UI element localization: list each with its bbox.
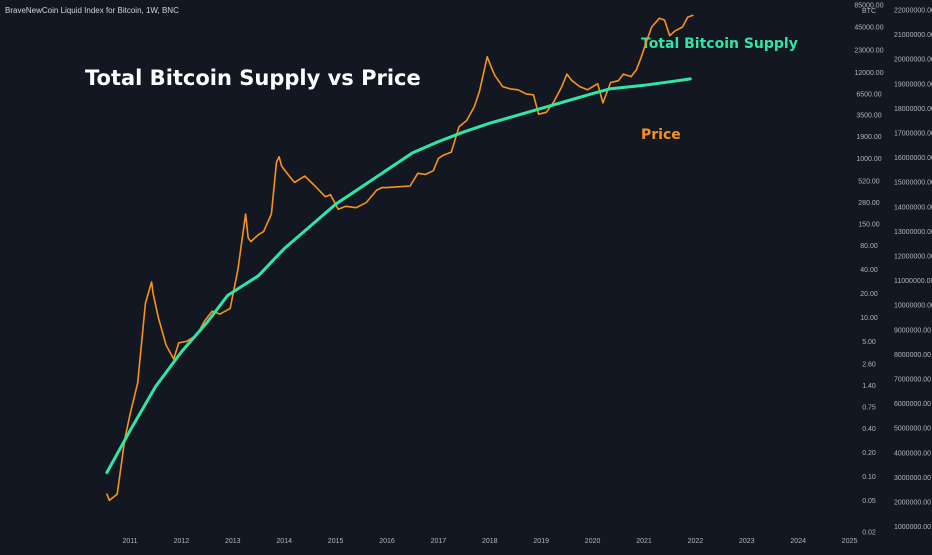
price-tick-label: 1900.00: [856, 134, 881, 141]
price-tick-label: 85000.00: [854, 3, 883, 10]
price-tick-label: 1000.00: [856, 156, 881, 163]
price-tick-label: 40.00: [860, 267, 878, 274]
supply-tick-label: 15000000.00: [894, 180, 932, 187]
supply-tick-label: 5000000.00: [894, 426, 931, 433]
time-tick-label: 2022: [688, 538, 704, 545]
supply-tick-label: 13000000.00: [894, 229, 932, 236]
chart-header-title: BraveNewCoin Liquid Index for Bitcoin, 1…: [5, 6, 179, 15]
price-tick-label: 1.40: [862, 383, 876, 390]
price-tick-label: 5.00: [862, 339, 876, 346]
time-tick-label: 2020: [585, 538, 601, 545]
time-tick-label: 2023: [739, 538, 755, 545]
chart-title: Total Bitcoin Supply vs Price: [85, 66, 421, 90]
supply-tick-label: 20000000.00: [894, 57, 932, 64]
time-tick-label: 2018: [482, 538, 498, 545]
time-tick-label: 2016: [379, 538, 395, 545]
time-tick-label: 2017: [431, 538, 447, 545]
price-tick-label: 0.02: [862, 530, 876, 537]
price-axis: 0.02 0.05 0.10 0.20 0.40 0.75 1.40 2.60 5.00 10.0…: [854, 3, 883, 537]
supply-tick-label: 19000000.00: [894, 81, 932, 88]
price-tick-label: 23000.00: [854, 48, 883, 55]
price-tick-label: 2.60: [862, 361, 876, 368]
supply-tick-label: 18000000.00: [894, 106, 932, 113]
price-tick-label: 80.00: [860, 243, 878, 250]
price-tick-label: 0.05: [862, 498, 876, 505]
price-tick-label: 0.75: [862, 404, 876, 411]
time-tick-label: 2011: [122, 538, 137, 545]
supply-tick-label: 3000000.00: [894, 475, 931, 482]
supply-tick-label: 2000000.00: [894, 500, 931, 507]
supply-tick-label: 14000000.00: [894, 204, 932, 211]
supply-tick-label: 21000000.00: [894, 32, 932, 39]
supply-tick-label: 4000000.00: [894, 450, 931, 457]
time-tick-label: 2015: [328, 538, 344, 545]
price-annotation: Price: [641, 127, 681, 143]
supply-tick-label: 12000000.00: [894, 254, 932, 261]
time-axis: 2011 2012 2013 2014 2015 2016 2017 2018 2019 2020…: [122, 538, 857, 545]
price-tick-label: 3500.00: [856, 113, 881, 120]
supply-tick-label: 1000000.00: [894, 524, 931, 531]
time-tick-label: 2012: [174, 538, 190, 545]
time-tick-label: 2013: [225, 538, 241, 545]
price-tick-label: 12000.00: [854, 70, 883, 77]
supply-axis: 1000000.00 2000000.00 3000000.00 4000000.00…: [894, 8, 932, 532]
price-tick-label: 520.00: [858, 179, 880, 186]
supply-tick-label: 22000000.00: [894, 8, 932, 15]
price-tick-label: 0.10: [862, 474, 876, 481]
supply-tick-label: 8000000.00: [894, 352, 931, 359]
price-tick-label: 0.20: [862, 450, 876, 457]
supply-tick-label: 10000000.00: [894, 303, 932, 310]
time-tick-label: 2021: [636, 538, 652, 545]
supply-tick-label: 7000000.00: [894, 377, 931, 384]
price-tick-label: 150.00: [858, 221, 880, 228]
time-tick-label: 2019: [533, 538, 549, 545]
series-layer: [105, 14, 694, 502]
supply-tick-label: 17000000.00: [894, 131, 932, 138]
supply-tick-label: 6000000.00: [894, 401, 931, 408]
price-tick-label: 20.00: [860, 291, 878, 298]
supply-tick-label: 16000000.00: [894, 155, 932, 162]
price-tick-label: 280.00: [858, 200, 880, 207]
price-tick-label: 0.40: [862, 426, 876, 433]
time-tick-label: 2025: [842, 538, 858, 545]
price-axis-unit: BTC: [862, 8, 876, 15]
price-tick-label: 45000.00: [854, 25, 883, 32]
price-tick-label: 10.00: [860, 315, 878, 322]
price-tick-label: 6500.00: [856, 91, 881, 98]
supply-tick-label: 9000000.00: [894, 327, 931, 334]
supply-series-line: [105, 77, 692, 474]
supply-tick-label: 11000000.00: [894, 278, 932, 285]
time-tick-label: 2024: [790, 538, 806, 545]
time-tick-label: 2014: [276, 538, 292, 545]
supply-annotation: Total Bitcoin Supply: [641, 36, 798, 52]
